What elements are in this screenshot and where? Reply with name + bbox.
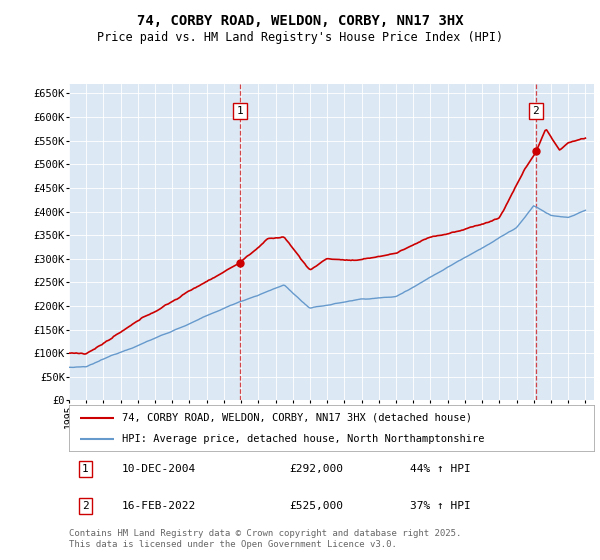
Text: 10-DEC-2004: 10-DEC-2004: [121, 464, 196, 474]
Text: 74, CORBY ROAD, WELDON, CORBY, NN17 3HX (detached house): 74, CORBY ROAD, WELDON, CORBY, NN17 3HX …: [121, 413, 472, 423]
Text: 2: 2: [82, 501, 89, 511]
Text: 1: 1: [82, 464, 89, 474]
Text: 37% ↑ HPI: 37% ↑ HPI: [410, 501, 471, 511]
Text: 44% ↑ HPI: 44% ↑ HPI: [410, 464, 471, 474]
Text: 16-FEB-2022: 16-FEB-2022: [121, 501, 196, 511]
Text: HPI: Average price, detached house, North Northamptonshire: HPI: Average price, detached house, Nort…: [121, 435, 484, 444]
Text: 2: 2: [532, 106, 539, 116]
Text: Contains HM Land Registry data © Crown copyright and database right 2025.
This d: Contains HM Land Registry data © Crown c…: [69, 529, 461, 549]
Text: Price paid vs. HM Land Registry's House Price Index (HPI): Price paid vs. HM Land Registry's House …: [97, 31, 503, 44]
Text: £292,000: £292,000: [290, 464, 343, 474]
Text: 1: 1: [237, 106, 244, 116]
Text: £525,000: £525,000: [290, 501, 343, 511]
Text: 74, CORBY ROAD, WELDON, CORBY, NN17 3HX: 74, CORBY ROAD, WELDON, CORBY, NN17 3HX: [137, 14, 463, 28]
